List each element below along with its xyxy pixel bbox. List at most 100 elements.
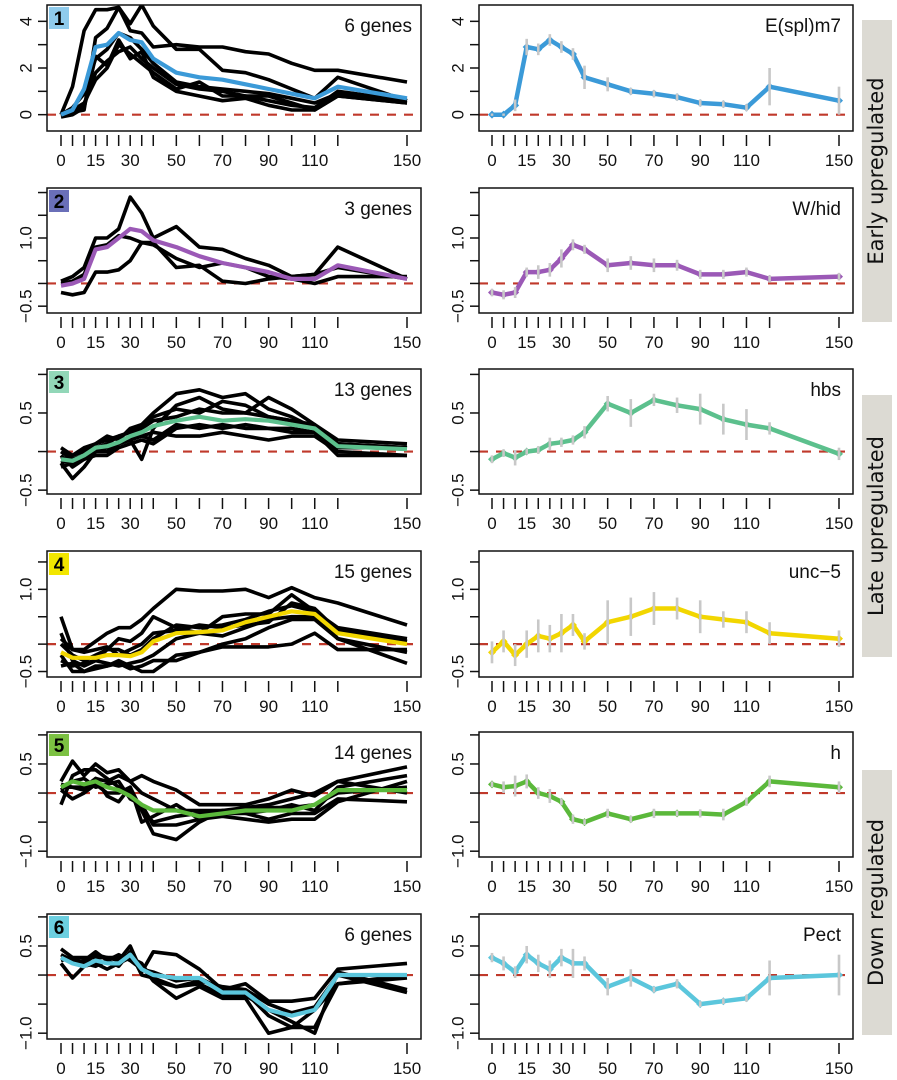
y-tick-label: −1.0 [16, 1016, 35, 1050]
y-tick-label: 0 [16, 110, 35, 119]
side-group-label-3: Down regulated [862, 770, 892, 1035]
x-tick-label: 150 [825, 333, 853, 352]
x-tick-label: 90 [691, 151, 710, 170]
x-tick-label: 0 [56, 877, 65, 896]
x-tick-label: 150 [393, 333, 421, 352]
cluster-mean-line [60, 414, 408, 463]
y-tick-label: 0.5 [16, 934, 35, 958]
x-tick-label: 15 [86, 1059, 105, 1078]
cluster-panel-6: −1.0 0.5 0 15 30 50 70 90 110 150 6 6 genes [16, 913, 422, 1078]
gene-profile-line [60, 422, 407, 469]
cluster-panel-3: −0.5 0.5 0 15 30 50 70 90 110 150 3 13 genes [16, 368, 422, 533]
x-tick-label: 150 [393, 1059, 421, 1078]
x-tick-label: 0 [487, 333, 496, 352]
x-tick-label: 0 [56, 333, 65, 352]
x-tick-label: 30 [121, 1059, 140, 1078]
x-tick-label: 30 [552, 877, 571, 896]
gene-profile-line [60, 617, 408, 674]
x-tick-label: 150 [393, 514, 421, 533]
gene-count-label: 6 genes [344, 16, 412, 37]
cluster-badge-number: 4 [54, 555, 65, 576]
plot-area [479, 774, 853, 827]
x-tick-label: 150 [393, 151, 421, 170]
plot-frame [478, 550, 854, 678]
x-tick-label: 0 [487, 151, 496, 170]
y-tick-label: −0.5 [448, 473, 467, 507]
gene-profile-line [60, 42, 408, 117]
x-tick-label: 150 [393, 697, 421, 716]
plot-frame [46, 731, 422, 858]
x-tick-label: 50 [167, 151, 186, 170]
x-tick-label: 90 [259, 151, 278, 170]
x-tick-label: 70 [213, 697, 232, 716]
x-tick-label: 15 [86, 333, 105, 352]
x-tick-label: 70 [213, 1059, 232, 1078]
x-tick-label: 70 [644, 697, 663, 716]
y-tick-label: 0.5 [448, 401, 467, 425]
gene-profile-line [60, 952, 408, 1015]
plot-area [479, 393, 853, 466]
x-tick-label: 15 [517, 697, 536, 716]
cluster-mean-line [60, 952, 407, 1018]
x-tick-label: 30 [121, 333, 140, 352]
cluster-badge-number: 5 [54, 736, 65, 757]
x-tick-label: 90 [691, 1059, 710, 1078]
x-tick-label: 50 [598, 151, 617, 170]
y-tick-label: −1.0 [448, 834, 467, 868]
x-tick-label: 70 [644, 1059, 663, 1078]
gene-expression-line [490, 606, 840, 658]
x-tick-label: 90 [259, 514, 278, 533]
x-tick-label: 50 [598, 877, 617, 896]
gene-panel-Pect: −1.0 0.5 0 15 30 50 70 90 110 150 Pect [448, 913, 854, 1078]
side-label-background [862, 395, 892, 657]
x-tick-label: 150 [825, 877, 853, 896]
plot-area [47, 585, 421, 674]
cluster-mean-line [60, 30, 408, 117]
y-tick-label: 1.0 [448, 578, 467, 602]
x-tick-label: 70 [644, 877, 663, 896]
x-tick-label: 30 [552, 514, 571, 533]
x-tick-label: 110 [733, 1059, 760, 1078]
x-tick-label: 110 [301, 333, 328, 352]
x-tick-label: 0 [56, 1059, 65, 1078]
x-tick-label: 50 [167, 333, 186, 352]
plot-area [47, 944, 421, 1035]
gene-name-label: W/hid [792, 199, 841, 220]
gene-expression-line [491, 779, 840, 825]
x-tick-label: 110 [301, 697, 328, 716]
x-tick-label: 110 [301, 877, 328, 896]
x-tick-label: 15 [86, 877, 105, 896]
x-tick-label: 70 [213, 333, 232, 352]
gene-name-label: h [830, 743, 841, 764]
x-tick-label: 110 [733, 151, 760, 170]
x-tick-label: 50 [167, 514, 186, 533]
cluster-badge-number: 6 [54, 918, 65, 939]
gene-expression-line [490, 397, 840, 462]
x-tick-label: 50 [598, 1059, 617, 1078]
plot-area [479, 34, 853, 119]
y-tick-label: −1.0 [448, 1016, 467, 1050]
x-tick-label: 110 [301, 514, 328, 533]
plot-area [479, 592, 853, 667]
x-tick-label: 110 [733, 697, 760, 716]
x-tick-label: 90 [259, 697, 278, 716]
plot-area [47, 759, 421, 842]
gene-profile-line [59, 759, 408, 807]
x-tick-label: 15 [86, 514, 105, 533]
x-tick-label: 0 [487, 877, 496, 896]
y-tick-label: 0.5 [448, 752, 467, 776]
gene-profile-line [59, 955, 408, 1035]
x-tick-label: 70 [213, 514, 232, 533]
cluster-panel-4: −0.5 1.0 0 15 30 50 70 90 110 150 4 15 genes [16, 550, 422, 716]
plot-area [479, 239, 853, 300]
x-tick-label: 150 [825, 697, 853, 716]
gene-name-label: unc−5 [789, 562, 841, 583]
x-tick-label: 90 [259, 333, 278, 352]
x-tick-label: 70 [213, 151, 232, 170]
gene-profile-line [60, 614, 408, 668]
x-tick-label: 50 [167, 1059, 186, 1078]
x-tick-label: 90 [691, 333, 710, 352]
x-tick-label: 0 [56, 514, 65, 533]
gene-panel-W/hid: −0.5 1.0 0 15 30 50 70 90 110 150 W/hid [448, 187, 854, 352]
gene-profile-line [60, 38, 408, 119]
